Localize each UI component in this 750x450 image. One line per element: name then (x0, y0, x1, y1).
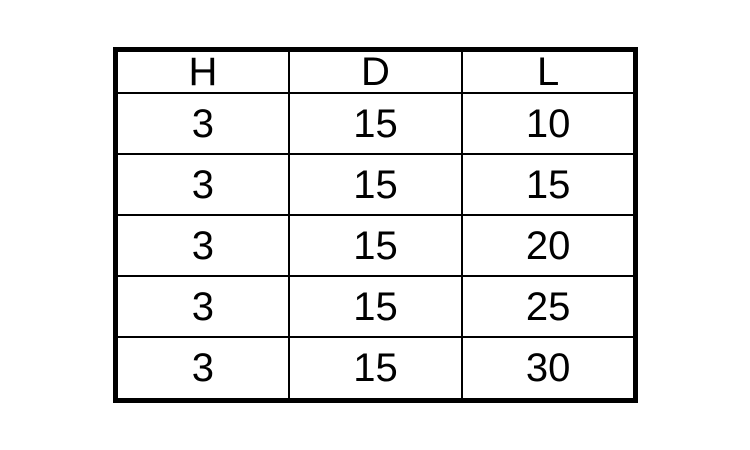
column-header-h: H (114, 48, 290, 94)
table-body: 3 15 10 3 15 15 3 15 20 3 15 25 3 15 30 (114, 91, 637, 402)
column-header-d: D (287, 48, 464, 94)
table-header: H D L (114, 48, 637, 94)
table-cell: 3 (114, 153, 290, 217)
table-row: 3 15 30 (114, 336, 637, 402)
table-cell: 3 (114, 91, 290, 156)
table-cell: 15 (287, 91, 464, 156)
table-cell: 3 (114, 214, 290, 278)
column-header-l: L (461, 48, 637, 94)
table-cell: 30 (461, 336, 637, 402)
table-cell: 15 (287, 153, 464, 217)
table-row: 3 15 20 (114, 214, 637, 278)
table-cell: 3 (114, 275, 290, 339)
dimension-table: H D L 3 15 10 3 15 15 3 15 20 3 15 25 3 … (113, 47, 638, 403)
table-cell: 25 (461, 275, 637, 339)
table-row: 3 15 10 (114, 91, 637, 156)
table-row: 3 15 25 (114, 275, 637, 339)
header-row: H D L (114, 48, 637, 94)
table-cell: 15 (461, 153, 637, 217)
table-cell: 15 (287, 214, 464, 278)
table-cell: 10 (461, 91, 637, 156)
table-cell: 15 (287, 275, 464, 339)
table-cell: 15 (287, 336, 464, 402)
table-cell: 20 (461, 214, 637, 278)
table-cell: 3 (114, 336, 290, 402)
table-row: 3 15 15 (114, 153, 637, 217)
